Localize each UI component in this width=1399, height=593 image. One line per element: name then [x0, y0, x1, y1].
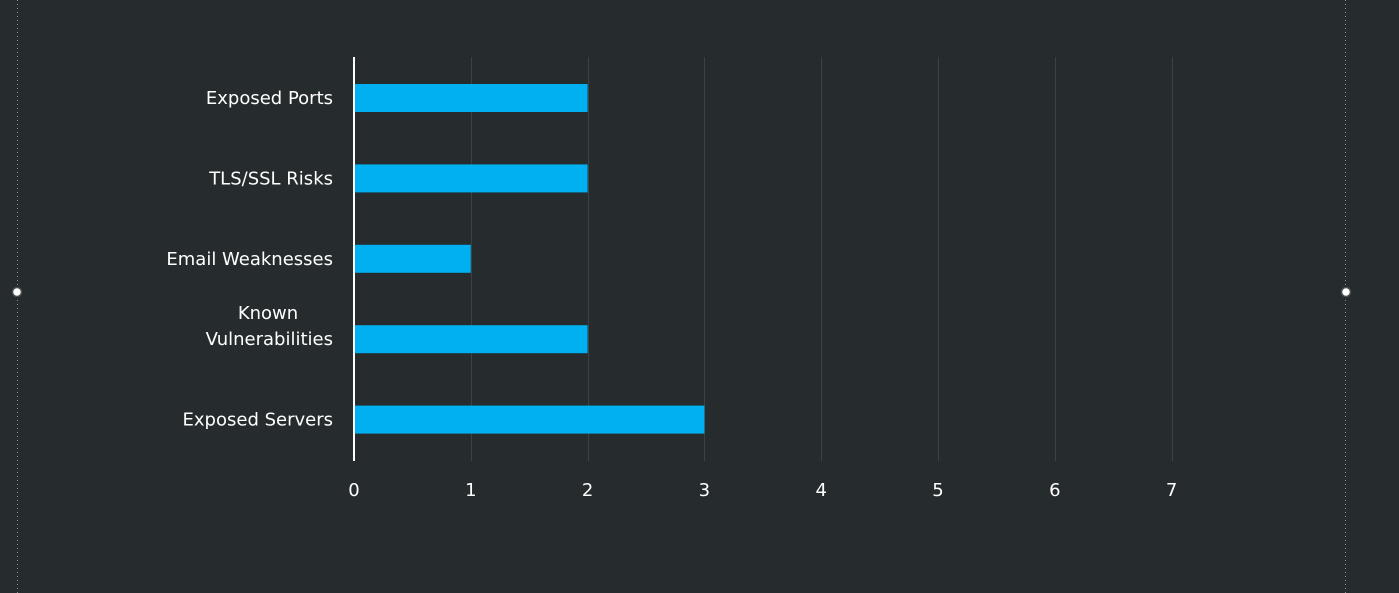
- category-label: Known Vulnerabilities: [206, 303, 333, 350]
- category-label: Exposed Ports: [206, 88, 333, 109]
- gridlines: [471, 57, 1173, 461]
- bars: [354, 84, 705, 434]
- category-label: TLS/SSL Risks: [208, 168, 333, 189]
- x-tick-label: 1: [465, 480, 476, 501]
- x-tick-label: 6: [1049, 480, 1060, 501]
- x-tick-label: 2: [582, 480, 593, 501]
- category-labels: Exposed Ports TLS/SSL Risks Email Weakness…: [166, 88, 333, 431]
- bar[interactable]: [354, 84, 588, 112]
- resize-handle-left[interactable]: [11, 286, 23, 298]
- x-tick-label: 7: [1166, 480, 1177, 501]
- category-label: Email Weaknesses: [166, 249, 333, 270]
- selection-frame[interactable]: [11, 0, 1352, 593]
- bar[interactable]: [354, 325, 588, 354]
- category-label-line: Exposed Ports: [206, 88, 333, 109]
- bar[interactable]: [354, 244, 471, 273]
- category-label-line: TLS/SSL Risks: [208, 168, 333, 189]
- category-label-line: Exposed Servers: [183, 410, 333, 431]
- bar[interactable]: [354, 405, 705, 434]
- x-tick-labels: 0 1 2 3 4 5 6 7: [348, 480, 1177, 501]
- category-label-line: Known: [238, 303, 298, 324]
- category-label: Exposed Servers: [183, 410, 333, 431]
- category-label-line: Vulnerabilities: [206, 329, 333, 350]
- x-tick-label: 3: [699, 480, 710, 501]
- x-tick-label: 4: [815, 480, 826, 501]
- category-label-line: Email Weaknesses: [166, 249, 333, 270]
- resize-handle-right[interactable]: [1340, 286, 1352, 298]
- x-tick-label: 5: [932, 480, 943, 501]
- bar[interactable]: [354, 164, 588, 193]
- x-tick-label: 0: [348, 480, 359, 501]
